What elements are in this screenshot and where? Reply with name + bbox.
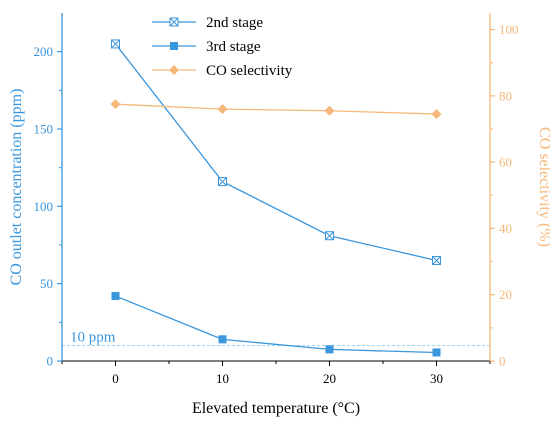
legend-label: CO selectivity (206, 63, 293, 79)
x-tick-label: 0 (112, 371, 119, 386)
series-1-point (325, 231, 334, 241)
right-y-axis-title: CO selectivity (%) (536, 127, 550, 247)
right-y-tick-label: 80 (499, 88, 512, 103)
series-3-point (431, 109, 442, 120)
legend-label: 2nd stage (206, 15, 263, 31)
series-1-point (432, 255, 441, 265)
series-line-1 (114, 43, 437, 262)
x-tick-label: 10 (216, 371, 229, 386)
right-y-tick-label: 100 (499, 22, 519, 37)
series-3-point (110, 99, 121, 110)
series-2-point (111, 292, 120, 301)
series-line-2 (115, 295, 437, 354)
legend-marker-3 (169, 65, 179, 75)
right-y-tick-label: 20 (499, 287, 512, 302)
left-y-tick-label: 0 (47, 354, 54, 369)
x-tick-label: 20 (323, 371, 336, 386)
legend-label: 3rd stage (206, 39, 261, 55)
left-y-tick-label: 200 (34, 44, 54, 59)
series-2-point (432, 348, 441, 357)
right-y-tick-label: 40 (499, 221, 512, 236)
series-1-point (218, 177, 227, 187)
legend-marker-1 (169, 17, 179, 27)
left-y-tick-label: 100 (34, 199, 54, 214)
series-2-point (325, 345, 334, 354)
series-1-point (111, 39, 120, 49)
left-y-tick-label: 150 (34, 122, 54, 137)
left-y-tick-label: 50 (40, 276, 53, 291)
series-3-point (217, 104, 228, 115)
series-3-point (324, 105, 335, 116)
series-2-point (218, 335, 227, 344)
right-y-tick-label: 0 (499, 354, 506, 369)
series-line-3 (115, 103, 437, 115)
x-axis-title: Elevated temperature (°C) (192, 400, 360, 417)
legend-marker-2 (170, 42, 178, 50)
right-y-tick-label: 60 (499, 155, 512, 170)
left-y-axis-title: CO outlet concentration (ppm) (8, 89, 25, 286)
reference-line-label: 10 ppm (70, 330, 116, 346)
x-tick-label: 30 (430, 371, 443, 386)
